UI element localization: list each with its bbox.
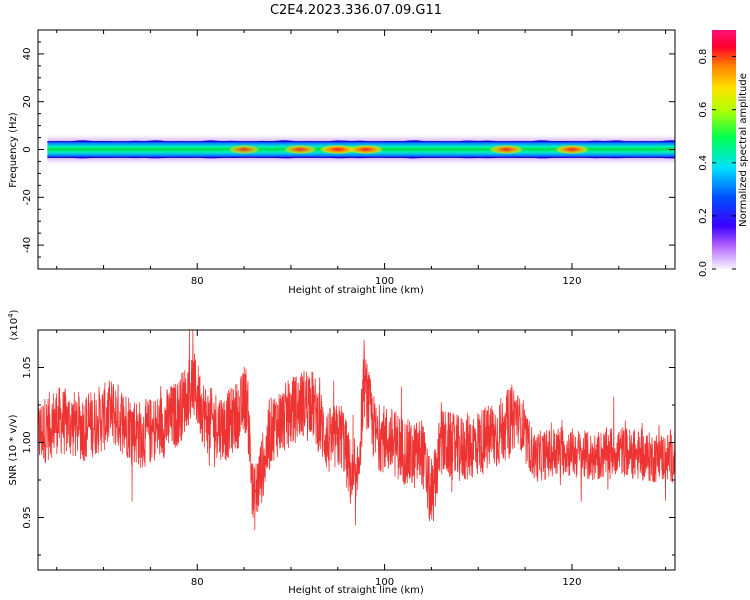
y-tick-label: 40 — [22, 48, 33, 61]
x-tick-label: 100 — [375, 577, 394, 588]
spectrogram-x-ticks: 80 100 120 — [56, 30, 667, 287]
colorbar-gradient — [712, 30, 736, 269]
snr-panel: 80 100 120 0.95 1.00 1.05 Height of straight… — [7, 309, 676, 596]
y-tick-label: -20 — [22, 189, 33, 205]
snr-y-ticks: 0.95 1.00 1.05 — [22, 329, 675, 556]
y-tick-label: 0.95 — [22, 506, 33, 528]
colorbar-tick-label: 0.6 — [698, 102, 709, 118]
chart-title: C2E4.2023.336.07.09.G11 — [270, 3, 442, 18]
x-tick-label: 80 — [191, 276, 204, 287]
colorbar-tick-label: 0.2 — [698, 208, 709, 224]
colorbar-tick-label: 0.8 — [698, 49, 709, 65]
spectrogram-panel: 80 100 120 -40 -20 0 20 40 Height of straight … — [8, 29, 676, 296]
y-tick-label: 1.05 — [22, 356, 33, 378]
y-tick-label: 1.00 — [22, 431, 33, 453]
colorbar-ticks: 0.0 0.2 0.4 0.6 0.8 — [698, 49, 736, 277]
colorbar-label: Normalized spectral amplitude — [738, 73, 749, 227]
band-hotspot — [283, 144, 317, 155]
spectrogram-y-label: Frequency (Hz) — [8, 112, 19, 188]
x-tick-label: 120 — [562, 276, 581, 287]
y-tick-label: 0 — [22, 146, 33, 152]
snr-x-ticks: 80 100 120 — [56, 330, 667, 588]
x-tick-label: 80 — [191, 577, 204, 588]
snr-frame — [37, 329, 676, 571]
spectrogram-band — [47, 132, 675, 167]
snr-x-label: Height of straight line (km) — [288, 585, 424, 596]
snr-series-line — [38, 330, 675, 531]
snr-y-multiplier: (x104) — [7, 309, 20, 340]
colorbar-tick-label: 0.0 — [698, 261, 709, 277]
snr-y-label: SNR (10 * v/v) — [8, 414, 19, 485]
band-hotspot — [228, 144, 260, 155]
band-hotspot — [489, 144, 524, 155]
band-hotspot — [554, 144, 590, 155]
x-tick-label: 120 — [562, 577, 581, 588]
y-tick-label: 20 — [22, 95, 33, 108]
band-hotspot — [347, 144, 384, 155]
colorbar: 0.0 0.2 0.4 0.6 0.8 Normalized spectral ampl… — [698, 30, 749, 277]
spectrogram-x-label: Height of straight line (km) — [288, 285, 424, 296]
y-tick-label: -40 — [22, 237, 33, 253]
colorbar-tick-label: 0.4 — [698, 155, 709, 171]
band-hotspot — [319, 144, 357, 155]
spectrogram-y-ticks: -40 -20 0 20 40 — [22, 29, 675, 270]
x-tick-label: 100 — [375, 276, 394, 287]
